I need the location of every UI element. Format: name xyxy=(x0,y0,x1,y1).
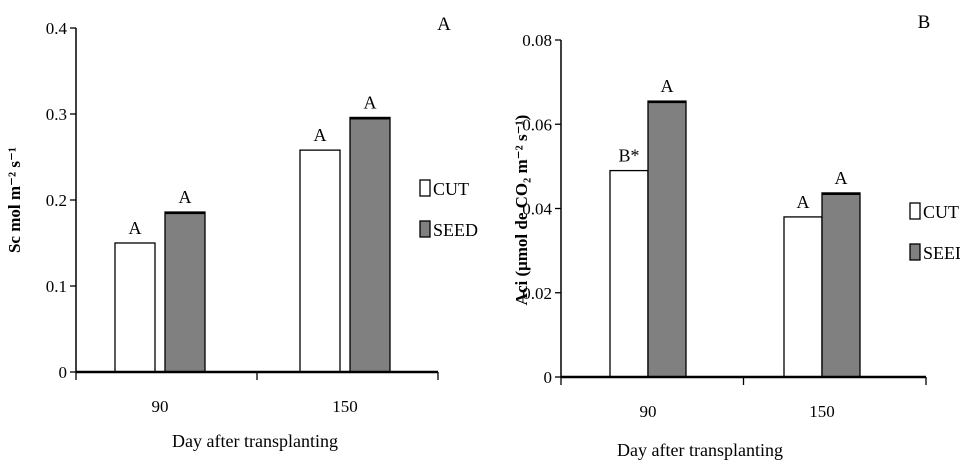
y-tick-label: 0.06 xyxy=(522,115,552,134)
y-axis-title: Sc mol m⁻² s⁻¹ xyxy=(5,147,24,253)
panel-label: A xyxy=(437,14,451,35)
legend-swatch-cut xyxy=(419,179,431,197)
significance-letter: A xyxy=(364,92,377,112)
x-tick-label: 150 xyxy=(809,402,835,421)
y-tick-label: 0.2 xyxy=(46,191,67,210)
significance-letter: A xyxy=(314,125,327,145)
legend-label-seed: SEED xyxy=(433,220,478,240)
bar-cut-150 xyxy=(299,149,341,373)
legend-label-seed: SEED xyxy=(923,243,960,263)
legend-swatch-cut xyxy=(909,202,921,220)
significance-letter: A xyxy=(179,187,192,207)
panel-label: B xyxy=(918,12,931,33)
bar-seed-150 xyxy=(821,192,861,378)
x-tick-label: 90 xyxy=(152,397,169,416)
y-tick-label: 0.08 xyxy=(522,31,552,50)
significance-letter: B* xyxy=(618,146,639,166)
significance-letter: A xyxy=(129,218,142,238)
bar-seed-150 xyxy=(349,116,391,373)
y-tick-label: 0.3 xyxy=(46,105,67,124)
y-tick-label: 0 xyxy=(544,368,553,387)
y-tick-label: 0.02 xyxy=(522,284,552,303)
y-tick-label: 0.04 xyxy=(522,200,552,219)
bar-cut-90 xyxy=(609,169,649,378)
legend: CUT SEED xyxy=(909,202,960,263)
bar-cut-90 xyxy=(114,242,156,373)
y-axis-title: Aci (μmol de CO₂ m⁻² s⁻¹) xyxy=(512,115,531,306)
legend-swatch-seed xyxy=(909,243,921,261)
significance-letter: A xyxy=(797,192,810,212)
x-tick-label: 150 xyxy=(332,397,358,416)
legend-label-cut: CUT xyxy=(433,179,469,199)
x-axis-title: Day after transplanting xyxy=(617,440,783,460)
legend: CUT SEED xyxy=(419,179,478,240)
legend-label-cut: CUT xyxy=(923,202,959,222)
x-tick-label: 90 xyxy=(640,402,657,421)
significance-letter: A xyxy=(661,76,674,96)
legend-swatch-seed xyxy=(419,220,431,238)
chart-panel-a: A A A A 0 0.1 0.2 0.3 0.4 90 150 Day after transpla… xyxy=(5,14,478,451)
x-axis-title: Day after transplanting xyxy=(172,431,338,451)
significance-letter: A xyxy=(835,168,848,188)
chart-panel-b: B* A A A 0 0.02 0.04 0.06 0.08 90 150 Day after tra… xyxy=(512,12,960,460)
y-tick-label: 0 xyxy=(59,363,68,382)
bar-seed-90 xyxy=(647,100,687,378)
bar-cut-150 xyxy=(783,216,823,378)
bar-seed-90 xyxy=(164,211,206,373)
y-tick-label: 0.1 xyxy=(46,277,67,296)
y-tick-label: 0.4 xyxy=(46,19,68,38)
